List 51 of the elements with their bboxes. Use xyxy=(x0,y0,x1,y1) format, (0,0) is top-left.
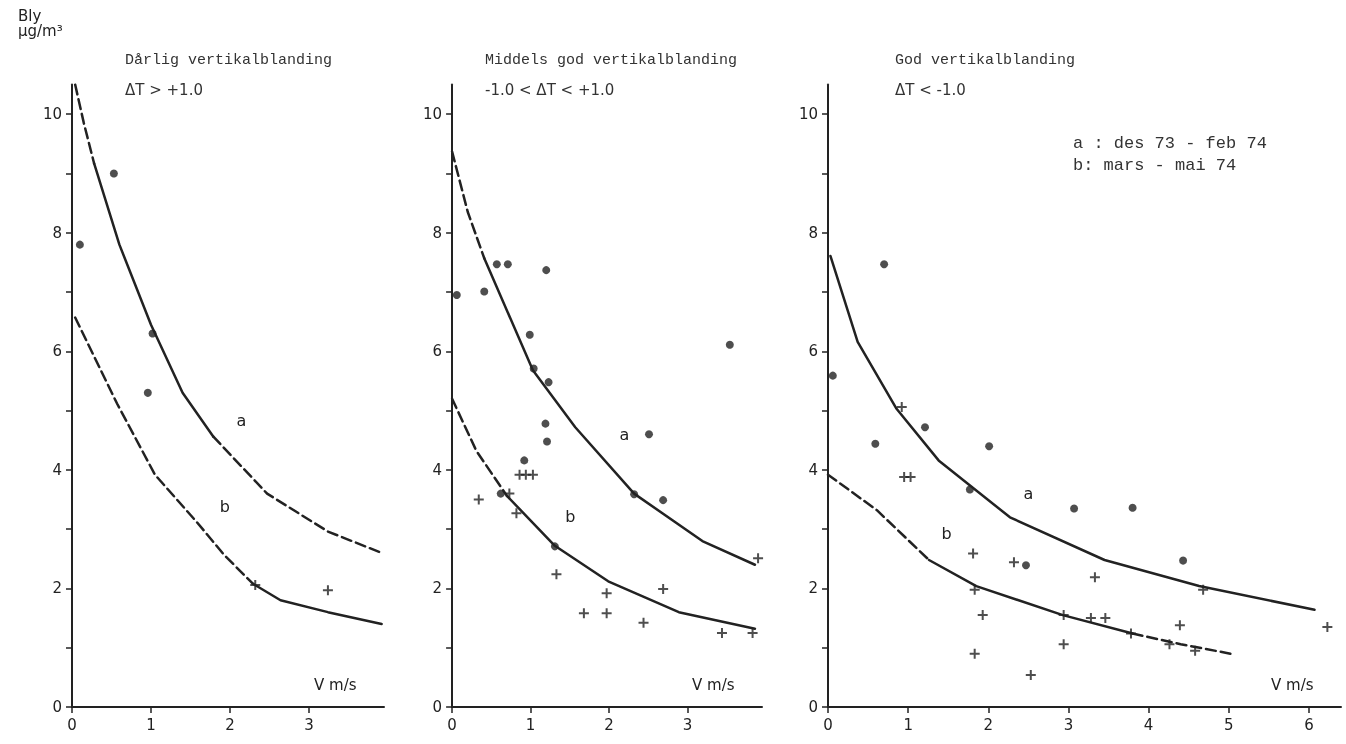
x-tick-label: 2 xyxy=(983,715,994,734)
x-tick-label: 3 xyxy=(304,715,314,734)
x-tick-label: 3 xyxy=(1063,715,1074,734)
chart-subtitle: ΔT < -1.0 xyxy=(895,80,966,99)
chart-title: God vertikalblanding xyxy=(895,52,1076,69)
x-tick-label: 3 xyxy=(682,715,693,734)
x-tick-label: 0 xyxy=(823,715,833,734)
y-tick-label: 8 xyxy=(52,223,62,242)
x-tick-label: 2 xyxy=(604,715,614,734)
annotation: b: mars - mai 74 xyxy=(1073,156,1237,175)
x-tick-label: 6 xyxy=(1304,715,1314,734)
y-tick-label: 6 xyxy=(52,342,62,361)
y-tick-label: 4 xyxy=(808,460,818,479)
y-tick-label: 2 xyxy=(432,579,443,598)
y-tick-label: 10 xyxy=(42,105,62,124)
annotation: b xyxy=(941,524,952,544)
chart-subtitle: ΔT > +1.0 xyxy=(125,80,203,99)
chart-title: Middels god vertikalblanding xyxy=(485,52,738,69)
y-tick-label: 0 xyxy=(432,698,443,716)
y-tick-label: 6 xyxy=(808,342,818,361)
chart-subtitle: -1.0 < ΔT < +1.0 xyxy=(485,80,615,99)
x-tick-label: 2 xyxy=(225,715,235,734)
y-axis-title: Bly μg/m³ xyxy=(18,6,63,40)
y-tick-label: 10 xyxy=(422,105,443,124)
y-tick-label: 0 xyxy=(52,698,62,716)
annotation: a xyxy=(619,425,630,445)
y-tick-label: 2 xyxy=(52,579,62,598)
y-tick-label: 6 xyxy=(432,342,443,361)
x-tick-label: 5 xyxy=(1224,715,1234,734)
x-tick-label: 0 xyxy=(447,715,457,734)
annotation: b xyxy=(219,496,230,516)
x-tick-label: 0 xyxy=(67,715,77,734)
annotation: b xyxy=(565,507,576,527)
y-tick-label: 8 xyxy=(432,223,443,242)
x-axis-title: V m/s xyxy=(1271,675,1314,694)
y-tick-label: 2 xyxy=(808,579,818,598)
annotation: a xyxy=(236,411,247,431)
y-tick-label: 0 xyxy=(808,698,818,716)
x-axis-title: V m/s xyxy=(692,675,735,694)
annotation: a xyxy=(1023,484,1034,504)
y-tick-label: 4 xyxy=(432,460,443,479)
x-tick-label: 1 xyxy=(146,715,156,734)
x-tick-label: 4 xyxy=(1143,715,1154,734)
chart-title: Dårlig vertikalblanding xyxy=(125,52,333,69)
y-tick-label: 4 xyxy=(52,460,62,479)
x-tick-label: 1 xyxy=(525,715,536,734)
x-axis-title: V m/s xyxy=(314,675,357,694)
y-tick-label: 10 xyxy=(798,105,818,124)
y-tick-label: 8 xyxy=(808,223,818,242)
annotation: a : des 73 - feb 74 xyxy=(1073,134,1267,153)
x-tick-label: 1 xyxy=(903,715,913,734)
